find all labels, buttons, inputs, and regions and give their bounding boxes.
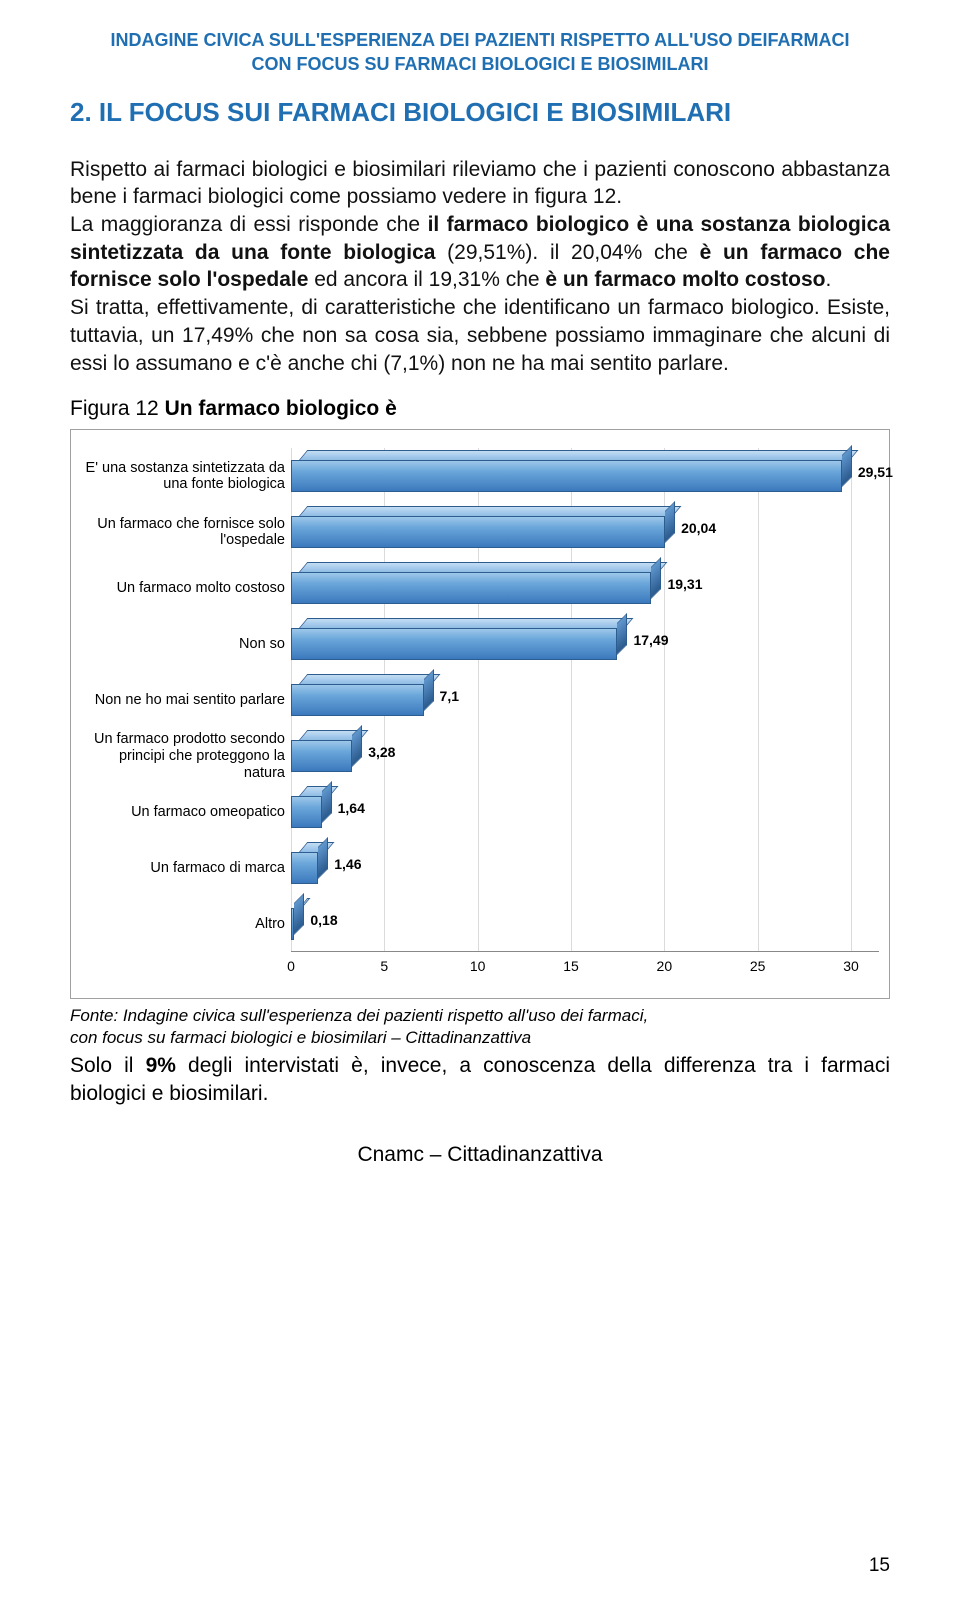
source-line-1: Fonte: Indagine civica sull'esperienza d…: [70, 1006, 648, 1025]
bar-value-label: 29,51: [858, 464, 893, 480]
chart-area: E' una sostanza sintetizzata da una font…: [81, 448, 879, 988]
bar-row: 17,49: [291, 616, 879, 672]
body-paragraph: Rispetto ai farmaci biologici e biosimil…: [70, 156, 890, 378]
bar: [291, 796, 322, 828]
bar-value-label: 0,18: [310, 912, 337, 928]
y-label: Un farmaco molto costoso: [81, 560, 291, 616]
y-label: Non ne ho mai sentito parlare: [81, 672, 291, 728]
bar-row: 0,18: [291, 896, 879, 952]
x-tick: 10: [470, 958, 486, 974]
p1: Rispetto ai farmaci biologici e biosimil…: [70, 158, 890, 209]
chart-container: E' una sostanza sintetizzata da una font…: [70, 429, 890, 999]
after-t1: Solo il: [70, 1054, 146, 1077]
plot-area: 29,51 20,04 19,31 17,49 7,1 3,28 1,64 1,46 0,18: [291, 448, 879, 952]
bar-top-face: [299, 618, 634, 628]
x-tick: 0: [287, 958, 295, 974]
fig-bold: Un farmaco biologico è: [165, 397, 397, 420]
p2g: .: [825, 268, 831, 291]
bar-top-face: [299, 450, 858, 460]
header-line-2: CON FOCUS SU FARMACI BIOLOGICI E BIOSIMI…: [70, 52, 890, 76]
y-label: Un farmaco che fornisce solo l'ospedale: [81, 504, 291, 560]
bar-value-label: 7,1: [440, 688, 459, 704]
bar-top-face: [299, 674, 440, 684]
bar-side-face: [318, 837, 328, 879]
bar-row: 20,04: [291, 504, 879, 560]
p2c: (29,51%). il 20,04% che: [435, 241, 699, 264]
after-t2: 9%: [146, 1054, 176, 1077]
after-t3: degli intervistati è, invece, a conoscen…: [70, 1054, 890, 1105]
after-chart-text: Solo il 9% degli intervistati è, invece,…: [70, 1052, 890, 1107]
source-line-2: con focus su farmaci biologici e biosimi…: [70, 1028, 531, 1047]
y-axis-labels: E' una sostanza sintetizzata da una font…: [81, 448, 291, 988]
section-title: 2. IL FOCUS SUI FARMACI BIOLOGICI E BIOS…: [70, 97, 890, 128]
bar: [291, 684, 424, 716]
figure-caption: Figura 12 Un farmaco biologico è: [70, 397, 890, 421]
bar-side-face: [651, 557, 661, 599]
bar-value-label: 19,31: [667, 576, 702, 592]
bar: [291, 516, 665, 548]
bar: [291, 852, 318, 884]
x-tick: 20: [657, 958, 673, 974]
bar-top-face: [299, 786, 338, 796]
bar-value-label: 3,28: [368, 744, 395, 760]
bar-top-face: [299, 842, 335, 852]
bar: [291, 740, 352, 772]
chart-source: Fonte: Indagine civica sull'esperienza d…: [70, 1005, 890, 1048]
bar: [291, 572, 651, 604]
bar-row: 29,51: [291, 448, 879, 504]
x-tick: 25: [750, 958, 766, 974]
bar-value-label: 20,04: [681, 520, 716, 536]
bar-value-label: 17,49: [633, 632, 668, 648]
p2e: ed ancora il 19,31% che: [308, 268, 545, 291]
bar-top-face: [299, 506, 681, 516]
x-axis: 051015202530: [291, 958, 879, 988]
fig-prefix: Figura 12: [70, 397, 165, 420]
p3: Si tratta, effettivamente, di caratteris…: [70, 296, 890, 374]
x-tick: 5: [380, 958, 388, 974]
bars-region: 29,5120,0419,3117,497,13,281,641,460,18 …: [291, 448, 879, 988]
y-label: Un farmaco prodotto secondo principi che…: [81, 728, 291, 784]
bar-row: 3,28: [291, 728, 879, 784]
p2a: La maggioranza di essi risponde che: [70, 213, 428, 236]
page-header: INDAGINE CIVICA SULL'ESPERIENZA DEI PAZI…: [70, 0, 890, 91]
x-tick: 15: [563, 958, 579, 974]
bar-row: 1,64: [291, 784, 879, 840]
bar-value-label: 1,46: [334, 856, 361, 872]
bar-row: 19,31: [291, 560, 879, 616]
bar: [291, 628, 617, 660]
p2f: è un farmaco molto costoso: [545, 268, 825, 291]
bar-row: 1,46: [291, 840, 879, 896]
y-label: E' una sostanza sintetizzata da una font…: [81, 448, 291, 504]
header-line-1: INDAGINE CIVICA SULL'ESPERIENZA DEI PAZI…: [70, 28, 890, 52]
y-label: Un farmaco omeopatico: [81, 784, 291, 840]
bar-top-face: [299, 562, 668, 572]
bar-side-face: [665, 501, 675, 543]
page-number: 15: [869, 1555, 890, 1577]
bar: [291, 460, 842, 492]
footer-text: Cnamc – Cittadinanzattiva: [70, 1143, 890, 1167]
y-label: Un farmaco di marca: [81, 840, 291, 896]
bar-side-face: [294, 893, 304, 935]
y-label: Altro: [81, 896, 291, 952]
bar-value-label: 1,64: [338, 800, 365, 816]
bar-row: 7,1: [291, 672, 879, 728]
y-label: Non so: [81, 616, 291, 672]
bar-side-face: [352, 725, 362, 767]
bar-side-face: [617, 613, 627, 655]
x-tick: 30: [843, 958, 859, 974]
